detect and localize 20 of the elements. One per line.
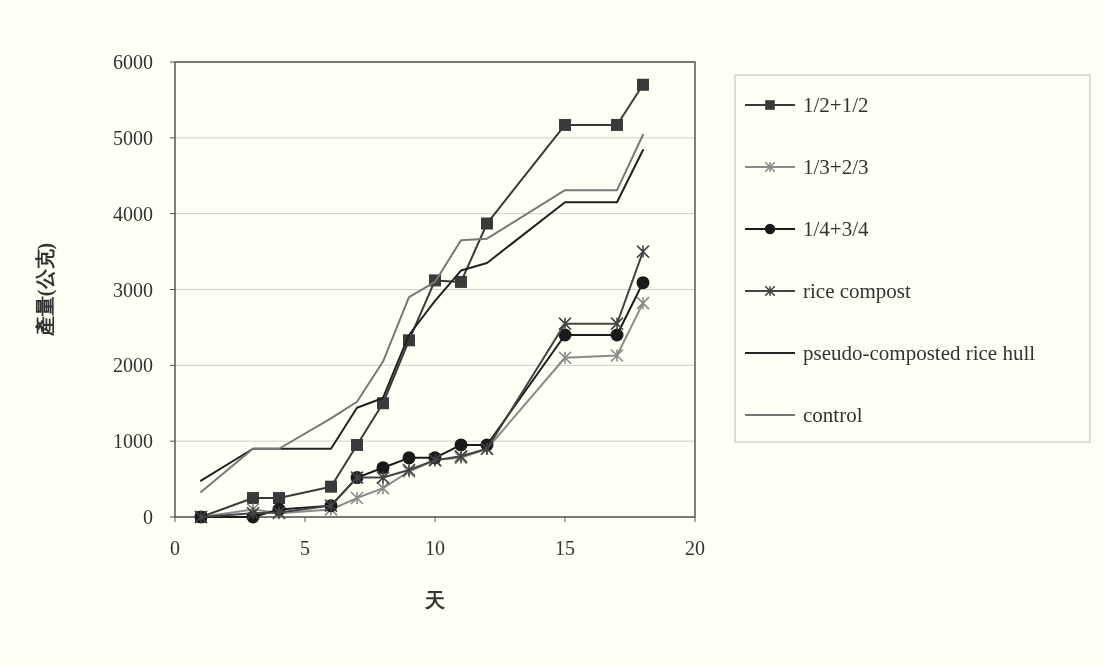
y-tick-label: 5000 [113,126,153,149]
y-axis-title: 產量(公克) [34,242,57,338]
x-tick-label: 10 [425,537,445,559]
y-tick-label: 3000 [113,278,153,301]
legend-label: control [803,403,863,427]
legend-label: 1/3+2/3 [803,155,869,179]
y-tick-label: 1000 [113,430,153,453]
x-tick-label: 5 [300,537,310,559]
y-tick-label: 4000 [113,202,153,225]
legend-label: 1/4+3/4 [803,217,870,241]
x-tick-label: 0 [170,537,180,559]
x-tick-label: 20 [685,537,705,559]
y-tick-label: 2000 [113,354,153,377]
x-tick-label: 15 [555,537,575,559]
y-tick-label: 6000 [113,51,153,73]
legend-label: 1/2+1/2 [803,93,869,117]
legend-label: pseudo-composted rice hull [803,341,1036,365]
x-axis-title: 天 [424,589,445,611]
y-tick-label: 0 [143,506,153,528]
legend-label: rice compost [803,279,912,303]
